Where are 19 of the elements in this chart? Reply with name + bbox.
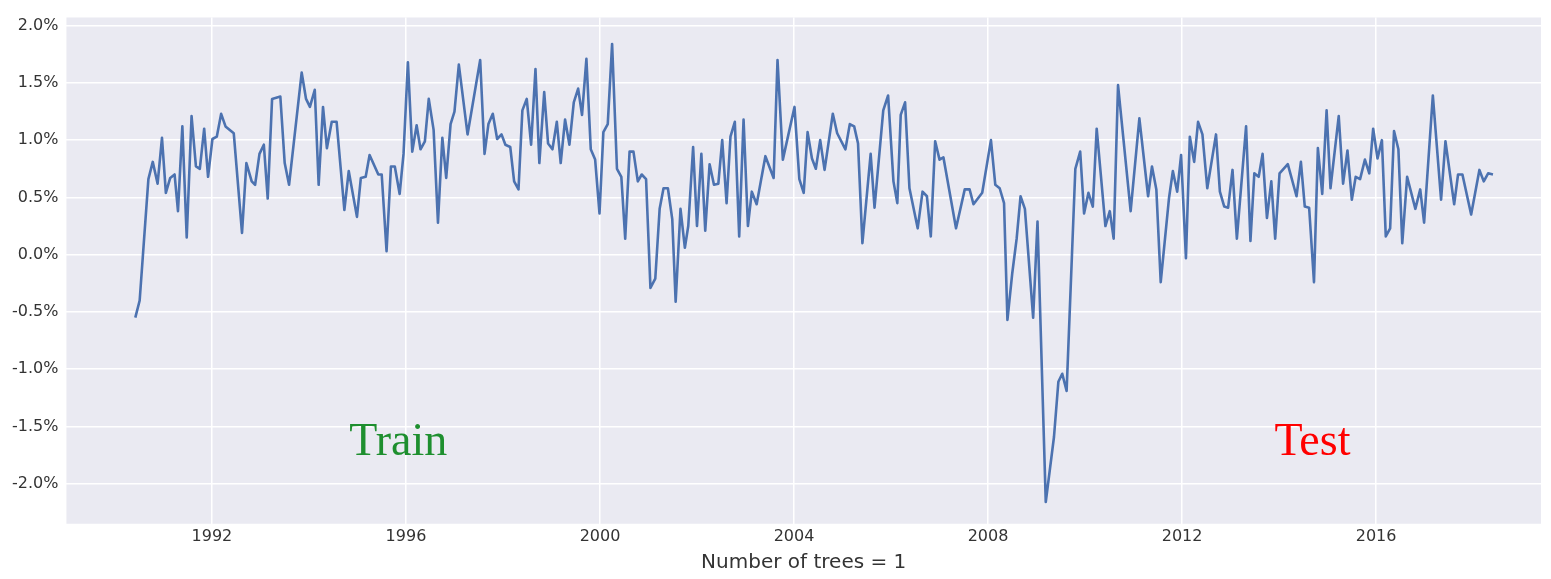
y-tick-label: 0.5% xyxy=(17,186,59,206)
y-tick-label: -0.5% xyxy=(12,301,59,321)
x-tick-label: 1996 xyxy=(385,525,427,545)
y-tick-label: 0.0% xyxy=(17,243,59,263)
y-tick-label: 1.5% xyxy=(17,72,59,92)
y-tick-label: -2.0% xyxy=(12,472,59,492)
y-tick-label: -1.0% xyxy=(12,358,59,378)
x-tick-label: 1992 xyxy=(191,525,233,545)
x-tick-label: 2008 xyxy=(967,525,1009,545)
y-tick-label: 2.0% xyxy=(17,14,59,34)
x-tick-label: 2004 xyxy=(773,525,815,545)
x-tick-label: 2016 xyxy=(1355,525,1397,545)
x-tick-label: 2012 xyxy=(1161,525,1203,545)
x-axis-title: Number of trees = 1 xyxy=(701,549,907,574)
annotation: Test xyxy=(1274,414,1351,466)
y-tick-label: -1.5% xyxy=(12,415,59,435)
y-tick-label: 1.0% xyxy=(17,129,59,149)
x-tick-label: 2000 xyxy=(579,525,621,545)
annotation: Train xyxy=(349,414,448,466)
